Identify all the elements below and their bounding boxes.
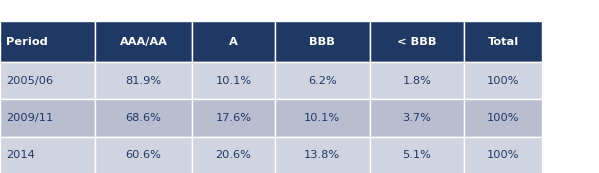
Text: Total: Total <box>488 37 519 47</box>
Bar <box>0 62 95 99</box>
Bar <box>275 99 370 137</box>
Text: A: A <box>229 37 238 47</box>
Bar <box>192 62 275 99</box>
Text: 60.6%: 60.6% <box>126 150 161 160</box>
Text: 10.1%: 10.1% <box>216 76 252 86</box>
Text: 20.6%: 20.6% <box>216 150 252 160</box>
Text: < BBB: < BBB <box>397 37 437 47</box>
Text: 17.6%: 17.6% <box>216 113 252 123</box>
Bar <box>95 99 192 137</box>
Bar <box>95 137 192 173</box>
Bar <box>275 137 370 173</box>
Bar <box>464 99 542 137</box>
Bar <box>370 137 464 173</box>
Text: 13.8%: 13.8% <box>304 150 340 160</box>
Bar <box>0 137 95 173</box>
Text: 1.8%: 1.8% <box>403 76 431 86</box>
Text: 81.9%: 81.9% <box>125 76 162 86</box>
Bar <box>275 62 370 99</box>
Text: 3.7%: 3.7% <box>403 113 431 123</box>
Bar <box>95 62 192 99</box>
Text: 2009/11: 2009/11 <box>6 113 53 123</box>
Bar <box>370 62 464 99</box>
Bar <box>464 21 542 62</box>
Bar <box>0 99 95 137</box>
Text: BBB: BBB <box>309 37 335 47</box>
Bar <box>275 21 370 62</box>
Text: AAA/AA: AAA/AA <box>120 37 167 47</box>
Text: 2014: 2014 <box>6 150 35 160</box>
Bar <box>95 21 192 62</box>
Bar <box>192 21 275 62</box>
Bar <box>370 21 464 62</box>
Text: 100%: 100% <box>487 150 519 160</box>
Text: Period: Period <box>6 37 48 47</box>
Text: 5.1%: 5.1% <box>403 150 431 160</box>
Bar <box>192 99 275 137</box>
Bar <box>0 21 95 62</box>
Bar <box>370 99 464 137</box>
Bar <box>192 137 275 173</box>
Text: 10.1%: 10.1% <box>304 113 340 123</box>
Text: 2005/06: 2005/06 <box>6 76 53 86</box>
Text: 6.2%: 6.2% <box>308 76 337 86</box>
Text: 100%: 100% <box>487 113 519 123</box>
Text: 100%: 100% <box>487 76 519 86</box>
Bar <box>464 137 542 173</box>
Text: 68.6%: 68.6% <box>126 113 161 123</box>
Bar <box>464 62 542 99</box>
